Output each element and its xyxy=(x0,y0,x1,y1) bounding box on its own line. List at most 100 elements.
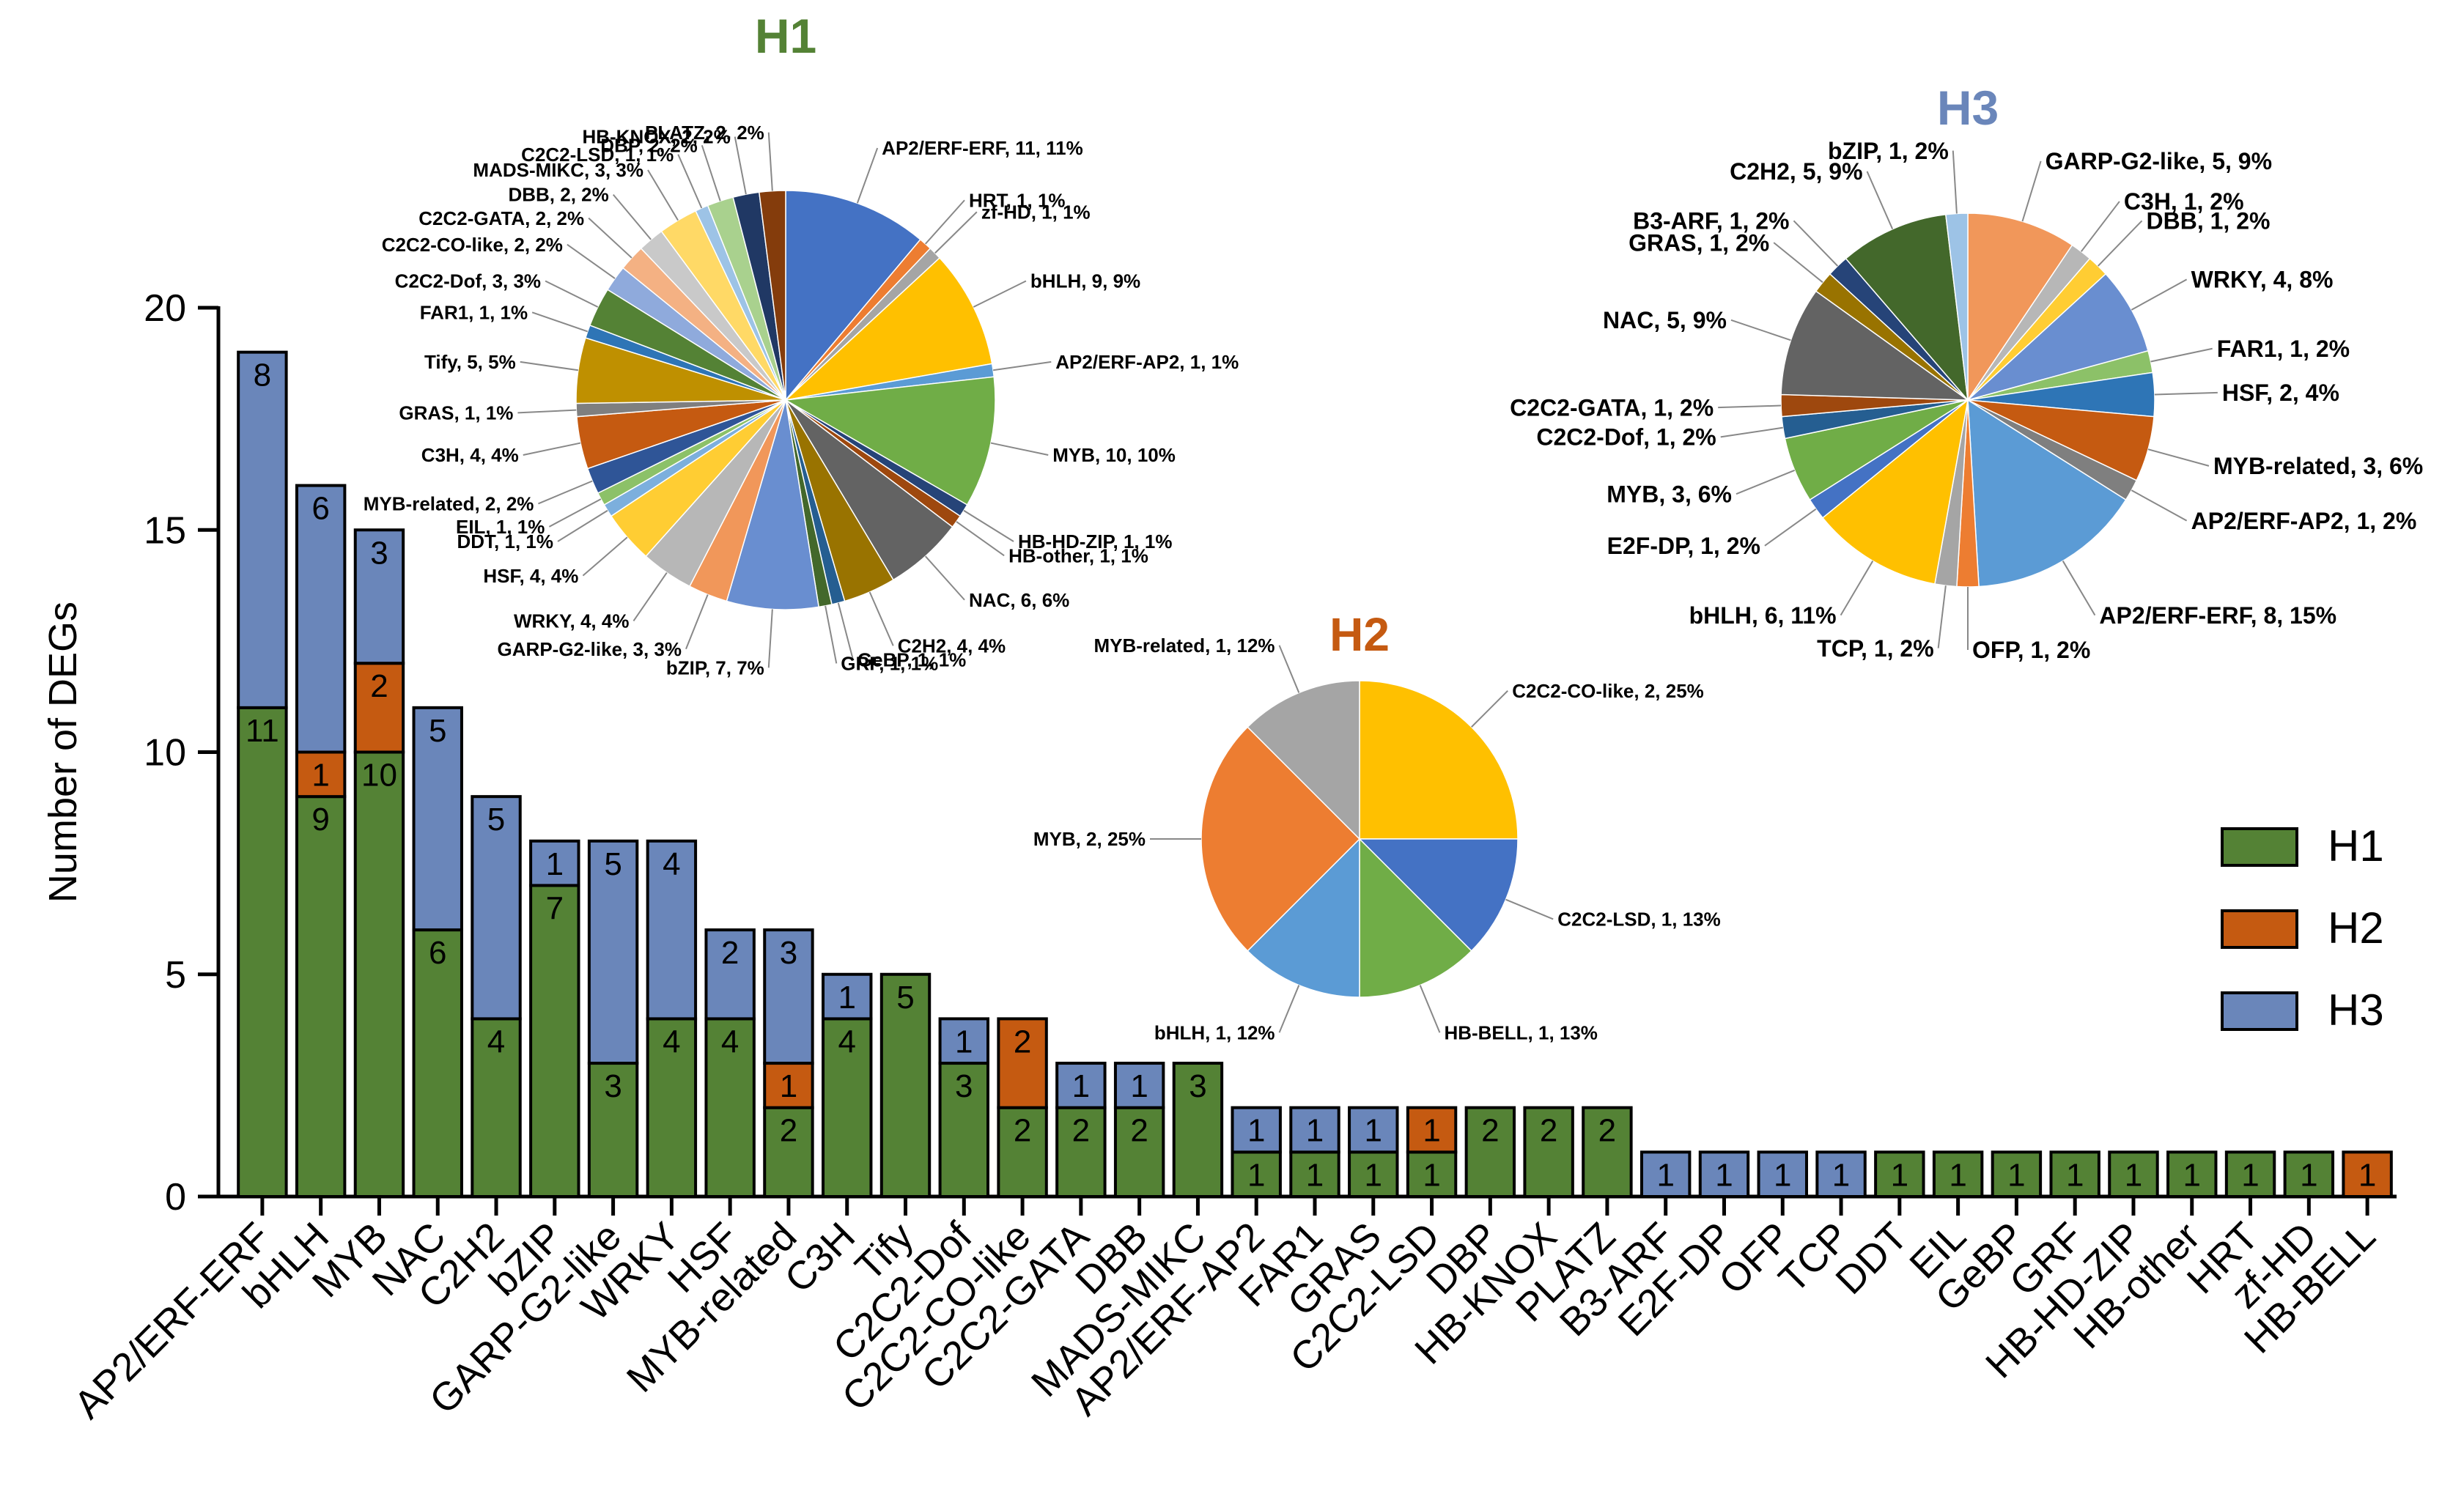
pie-slice-label: MYB, 2, 25% xyxy=(1033,828,1146,850)
y-axis-title: Number of DEGs xyxy=(41,602,85,903)
bar-value-label: 1 xyxy=(2066,1157,2084,1193)
pie-slice-label: C2C2-LSD, 1, 13% xyxy=(1557,909,1721,931)
pie-slice-label: WRKY, 4, 8% xyxy=(2191,267,2334,293)
bar-value-label: 1 xyxy=(780,1068,797,1104)
bar-segment-h1 xyxy=(237,706,288,1198)
pie-leader-line xyxy=(767,132,773,191)
bar-segment-h1 xyxy=(529,884,580,1198)
pie-leader-line xyxy=(685,594,709,650)
pie-slice-label: GRAS, 1, 2% xyxy=(1628,229,1769,256)
pie-leader-line xyxy=(2131,489,2188,522)
pie-slice xyxy=(783,376,996,506)
bar-value-label: 8 xyxy=(254,358,271,393)
bar-segment-h3 xyxy=(587,839,639,1065)
bar-value-label: 3 xyxy=(604,1068,621,1104)
bar-segment-h3 xyxy=(353,528,405,665)
pie-slice xyxy=(785,190,921,402)
pie-leader-line xyxy=(612,193,652,240)
pie-slice-label: AP2/ERF-AP2, 1, 2% xyxy=(2191,508,2417,534)
pie-slice-label: C2C2-CO-like, 2, 25% xyxy=(1512,680,1704,702)
pie-leader-line xyxy=(548,498,602,528)
pie-leader-line xyxy=(701,144,721,201)
pie-chart-h1: AP2/ERF-ERF, 11, 11% HRT, 1, 1%zf-HD, 1, … xyxy=(364,9,1239,678)
bar-value-label: 1 xyxy=(1832,1157,1850,1193)
pie-leader-line xyxy=(973,280,1027,308)
pie-leader-line xyxy=(2062,561,2096,616)
bar-value-label: 1 xyxy=(1891,1157,1908,1193)
bar-value-label: 2 xyxy=(1598,1113,1616,1149)
bar-value-label: 4 xyxy=(838,1024,855,1060)
bar-segment-h3 xyxy=(1113,1062,1165,1109)
pie-slice-label: NAC, 5, 9% xyxy=(1603,307,1727,333)
bar-segment-h2 xyxy=(295,750,347,799)
bar-value-label: 1 xyxy=(2358,1157,2376,1193)
bar-value-label: 9 xyxy=(311,802,329,837)
bar-value-label: 3 xyxy=(1189,1068,1206,1104)
pie-slice-label: FAR1, 1, 2% xyxy=(2217,336,2350,362)
bar-value-label: 1 xyxy=(1306,1113,1324,1149)
pie-leader-line xyxy=(837,602,854,660)
bar-segment-h3 xyxy=(763,928,814,1065)
bar-segment-h3 xyxy=(1289,1106,1340,1154)
bar-value-label: 5 xyxy=(487,802,505,837)
pie-leader-line xyxy=(990,442,1049,456)
pie-leader-line xyxy=(825,605,838,664)
bar-segment-h2 xyxy=(763,1062,814,1109)
pie-slice-label: AP2/ERF-ERF, 8, 15% xyxy=(2099,602,2336,629)
bar-value-label: 1 xyxy=(2300,1157,2317,1193)
y-tick-label: 5 xyxy=(165,954,186,996)
y-tick-label: 10 xyxy=(144,732,186,774)
pie-leader-line xyxy=(538,480,593,505)
bar-segment-h2 xyxy=(2342,1150,2393,1198)
bar-value-label: 11 xyxy=(246,713,279,749)
bar-value-label: 1 xyxy=(1656,1157,1674,1193)
pie-slice-label: AP2/ERF-AP2, 1, 1% xyxy=(1055,351,1239,373)
bar-value-label: 4 xyxy=(663,846,680,882)
pie-slice-label: DBB, 1, 2% xyxy=(2147,208,2271,234)
pie-leader-line xyxy=(2150,347,2213,363)
pie-leader-line xyxy=(2154,391,2218,396)
bar-value-label: 1 xyxy=(1949,1157,1966,1193)
pie-leader-line xyxy=(520,360,579,371)
bar-segment-h2 xyxy=(353,662,405,754)
pie-leader-line xyxy=(934,211,978,254)
pie-leader-line xyxy=(677,154,703,209)
bar-value-label: 1 xyxy=(311,758,329,794)
bar-value-label: 4 xyxy=(487,1024,505,1060)
pie-slice-label: zf-HD, 1, 1% xyxy=(981,201,1091,223)
bar-value-label: 1 xyxy=(1306,1157,1324,1193)
y-tick-label: 0 xyxy=(165,1176,186,1219)
bar-segment-h1 xyxy=(997,1106,1048,1198)
pie-slice-label: C2C2-GATA, 1, 2% xyxy=(1510,394,1714,421)
bar-value-label: 1 xyxy=(1423,1157,1440,1193)
pie-leader-line xyxy=(1720,426,1783,438)
pie-slice-label: bHLH, 9, 9% xyxy=(1030,270,1140,292)
pie-slice-label: HB-HD-ZIP, 1, 1% xyxy=(1018,530,1172,552)
pie-slice xyxy=(1821,399,1969,585)
pie-leader-line xyxy=(1718,404,1782,409)
bar-value-label: 7 xyxy=(546,890,564,926)
pie-title-h3: H3 xyxy=(1937,81,1999,135)
pie-slice-label: HSF, 4, 4% xyxy=(483,565,578,587)
pie-slice-label: MYB, 10, 10% xyxy=(1052,444,1176,466)
x-tick-label: AP2/ERF-ERF xyxy=(66,1214,279,1427)
bar-value-label: 2 xyxy=(1072,1113,1090,1149)
bar-value-label: 1 xyxy=(955,1024,973,1060)
bar-value-label: 1 xyxy=(1247,1113,1265,1149)
pie-slice-label: EIL, 1, 1% xyxy=(456,516,545,538)
bar-segment-h1 xyxy=(938,1062,990,1199)
pie-leader-line xyxy=(2131,278,2188,311)
bar-segment-h3 xyxy=(1231,1106,1282,1154)
pie-slice-label: MYB-related, 2, 2% xyxy=(364,493,534,515)
pie-slice-label: HB-KNOX, 2, 2% xyxy=(582,126,730,148)
bar-value-label: 5 xyxy=(429,713,446,749)
bar-value-label: 2 xyxy=(370,668,388,704)
pie-slice-label: HB-other, 1, 1% xyxy=(1008,544,1148,566)
pie-slice xyxy=(1967,212,2073,402)
pie-slice-label: C2C2-Dof, 3, 3% xyxy=(395,270,541,292)
pie-slice xyxy=(1780,290,1970,401)
bar-segment-h3 xyxy=(295,484,347,754)
pie-slice-label: HRT, 1, 1% xyxy=(969,189,1066,211)
y-tick-label: 15 xyxy=(144,509,186,552)
pie-slice-label: PLATZ, 2, 2% xyxy=(645,122,764,144)
